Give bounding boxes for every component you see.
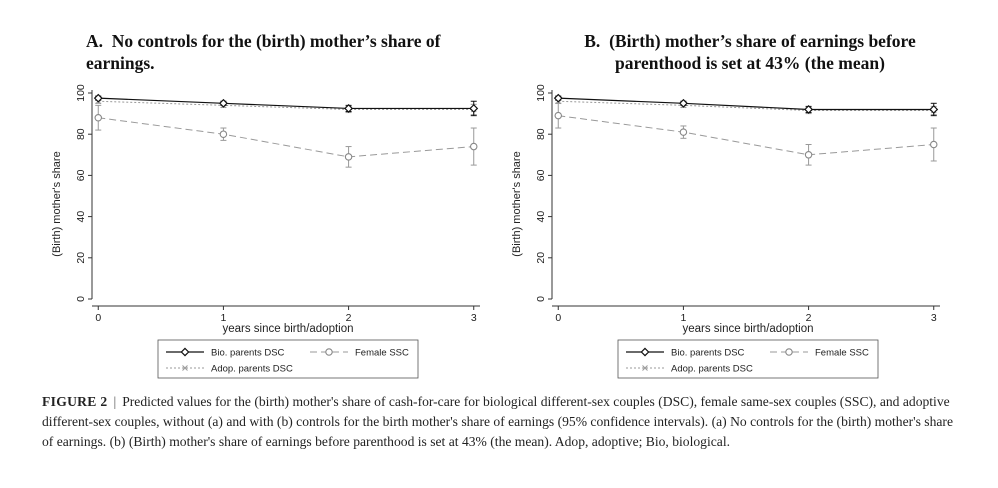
panel-b-legend-label: Bio. parents DSC [671, 348, 745, 359]
panel-b-x-tick-label: 0 [555, 312, 561, 324]
panel-a-y-tick-label: 40 [75, 211, 87, 223]
panel-a-series-line-solid-diamond [98, 97, 474, 110]
panel-a-data-point-dashed-circle [219, 130, 228, 138]
panel-a-y-axis-label: (Birth) mother's share [51, 151, 63, 256]
panel-b-data-point-dashed-circle [554, 111, 563, 120]
panel-a-data-point-dashed-circle [469, 142, 478, 151]
panel-a-legend-box [157, 339, 419, 379]
panel-a-y-tick-label: 20 [75, 252, 87, 264]
panel-a-x-tick-label: 2 [346, 312, 352, 324]
panel-a-data-point-solid-diamond [93, 93, 103, 103]
panel-a-x-tick-label: 3 [471, 312, 477, 324]
panel-b-legend-box [617, 339, 879, 379]
panel-b-data-point-solid-diamond [929, 105, 939, 114]
panel-a-series-line-dotted-x [98, 100, 474, 110]
panel-b-legend-marker [640, 347, 650, 357]
panel-a-data-point-solid-diamond [344, 104, 354, 113]
panel-b-y-tick-label: 80 [535, 128, 547, 140]
panel-a-x-tick-label: 1 [220, 312, 226, 324]
panel-a-data-point-dashed-circle [94, 113, 103, 122]
panel-b-title: B. (Birth) mother’s share of earnings be… [540, 30, 960, 74]
panel-a-y-tick-label: 80 [75, 128, 87, 140]
panel-a-data-point-solid-diamond [469, 104, 479, 113]
panel-a-data-point-solid-diamond [218, 98, 228, 108]
caption-text: Predicted values for the (birth) mother'… [42, 394, 953, 449]
panel-a-data-point-dashed-circle [344, 153, 353, 161]
panel-a-title: A. No controls for the (birth) mother’s … [86, 30, 506, 74]
panel-b-series-line-solid-diamond [558, 97, 934, 111]
panel-b-series-line-dashed-circle [558, 115, 934, 156]
panel-a-x-tick-label: 0 [95, 312, 101, 324]
panel-b-x-axis-label: years since birth/adoption [682, 323, 813, 335]
panel-b-legend-label: Adop. parents DSC [671, 364, 753, 375]
figure-caption: FIGURE 2 | Predicted values for the (birth… [42, 392, 960, 452]
panel-b-x-tick-label: 2 [806, 312, 812, 324]
panel-a-title-text: No controls for the (birth) mother’s sha… [86, 31, 441, 73]
panel-b-title-text: (Birth) mother’s share of earnings befor… [609, 31, 916, 73]
panel-b-data-point-dashed-circle [804, 151, 813, 159]
panel-a-legend-label: Adop. parents DSC [211, 364, 293, 375]
panel-a-y-tick-label: 60 [75, 169, 87, 181]
panel-a-series-line-dashed-circle [98, 117, 474, 158]
panel-b-series-line-dotted-x [558, 100, 934, 112]
panel-a-y-tick-label: 0 [75, 296, 87, 302]
panel-b-data-point-solid-diamond [804, 105, 814, 114]
panel-a-y-tick-label: 100 [75, 84, 87, 102]
panel-b-y-tick-label: 100 [535, 84, 547, 102]
panel-b-chart: 0 20 40 60 80 100 0 1 2 3 years since birth/adopti… [511, 84, 940, 379]
panel-a-legend-marker [182, 365, 188, 371]
panel-a-chart: 0 20 40 60 80 100 0 1 2 3 years since birth/adopti… [51, 84, 480, 379]
caption-separator: | [113, 394, 117, 409]
panel-b-legend-label: Female SSC [815, 348, 869, 359]
panel-a-x-axis-label: years since birth/adoption [222, 323, 353, 335]
caption-label: FIGURE 2 [42, 394, 108, 409]
panel-a-legend-label: Bio. parents DSC [211, 348, 285, 359]
panel-b-legend-marker [642, 365, 648, 371]
panel-b-x-tick-label: 1 [680, 312, 686, 324]
panel-a-legend-label: Female SSC [355, 348, 409, 359]
panel-b-y-tick-label: 60 [535, 169, 547, 181]
panel-b-data-point-dashed-circle [929, 140, 938, 149]
panel-b-data-point-dashed-circle [679, 128, 688, 136]
panel-b-y-tick-label: 20 [535, 252, 547, 264]
panel-b-letter: B. [584, 31, 601, 51]
panel-b-y-tick-label: 40 [535, 211, 547, 223]
panel-b-legend-marker [785, 348, 793, 356]
panel-b-data-point-solid-diamond [553, 93, 563, 103]
panel-b-y-axis-label: (Birth) mother's share [511, 151, 523, 256]
panel-a-legend-marker [325, 348, 333, 356]
panel-a-letter: A. [86, 31, 104, 51]
panel-b-y-tick-label: 0 [535, 296, 547, 302]
panel-b-x-tick-label: 3 [931, 312, 937, 324]
panel-b-data-point-solid-diamond [678, 98, 688, 108]
panel-a-legend-marker [180, 347, 190, 357]
